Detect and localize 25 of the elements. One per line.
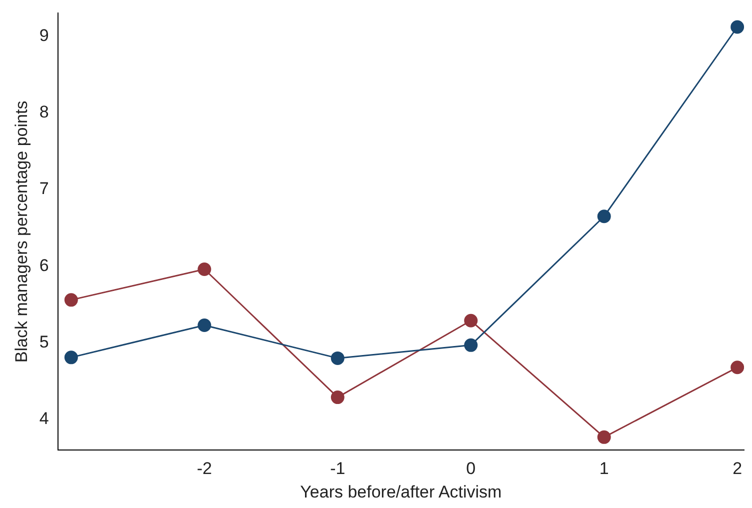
y-tick-label: 5 <box>39 332 49 352</box>
y-tick-label: 9 <box>39 26 49 45</box>
point <box>597 210 611 224</box>
point <box>64 293 78 307</box>
point <box>730 360 744 374</box>
point <box>198 318 212 332</box>
point <box>597 430 611 444</box>
point <box>464 314 478 328</box>
point <box>464 338 478 352</box>
point <box>330 390 344 404</box>
point <box>730 20 744 34</box>
y-tick-label: 8 <box>39 102 49 122</box>
x-axis-title: Years before/after Activism <box>300 482 502 502</box>
y-tick-label: 6 <box>39 256 49 275</box>
x-tick-label: 2 <box>732 459 742 478</box>
y-tick-label: 7 <box>39 179 49 198</box>
point <box>198 262 212 276</box>
point <box>330 351 344 365</box>
y-axis-title: Black managers percentage points <box>12 100 31 363</box>
x-tick-label: 0 <box>466 459 476 478</box>
y-tick-label: 4 <box>39 409 49 428</box>
x-tick-label: -2 <box>196 459 212 478</box>
x-tick-label: -1 <box>330 459 346 478</box>
point <box>64 350 78 364</box>
x-tick-label: 1 <box>599 459 609 478</box>
